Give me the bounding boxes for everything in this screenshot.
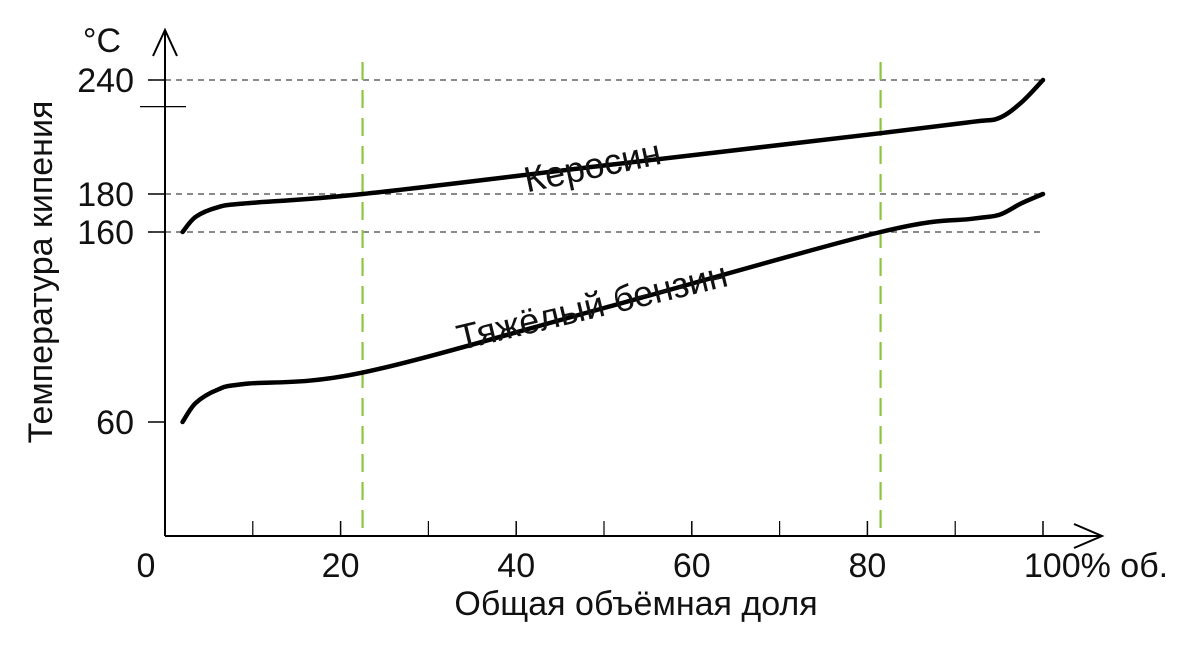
series	[180, 77, 1046, 425]
ticks	[140, 79, 1044, 536]
x-tick-label-0: 0	[137, 547, 156, 585]
x-tick-label-40: 40	[497, 547, 535, 585]
y-tick-label-240: 240	[77, 62, 134, 100]
axes	[152, 27, 1105, 549]
y-tick-label-160: 160	[77, 214, 134, 252]
y-axis-arrow	[152, 27, 178, 57]
series-line-1	[180, 77, 1046, 235]
x-tick-label-60: 60	[673, 547, 711, 585]
series-label-1: Керосин	[520, 131, 665, 200]
x-tick-label-20: 20	[322, 547, 360, 585]
x-axis-arrow	[1073, 523, 1105, 549]
y-tick-label-180: 180	[77, 176, 134, 214]
x-axis-end-label: 100% об.	[1024, 547, 1168, 585]
y-tick-label-60: 60	[96, 404, 134, 442]
reference-lines	[165, 62, 1043, 536]
y-axis-unit: °C	[83, 22, 121, 60]
series-line-2	[180, 191, 1046, 425]
y-axis-title: Температура кипения	[22, 101, 60, 444]
series-label-2: Тяжёлый бензин	[453, 254, 732, 359]
x-tick-label-80: 80	[848, 547, 886, 585]
x-axis-title: Общая объёмная доля	[454, 585, 817, 623]
